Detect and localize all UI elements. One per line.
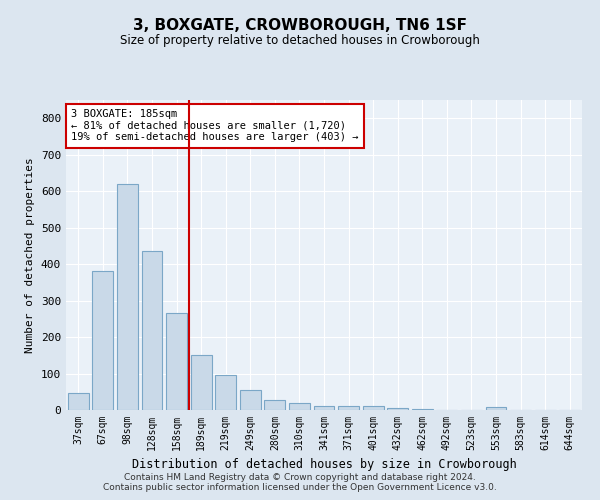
Bar — [240, 390, 261, 410]
Bar — [387, 408, 408, 410]
Bar — [485, 407, 506, 410]
Bar — [68, 393, 89, 410]
Bar — [289, 404, 310, 410]
Bar — [117, 184, 138, 410]
Text: 3 BOXGATE: 185sqm
← 81% of detached houses are smaller (1,720)
19% of semi-detac: 3 BOXGATE: 185sqm ← 81% of detached hous… — [71, 110, 359, 142]
Text: Size of property relative to detached houses in Crowborough: Size of property relative to detached ho… — [120, 34, 480, 47]
Bar — [166, 314, 187, 410]
Bar — [191, 354, 212, 410]
Bar — [338, 406, 359, 410]
Bar — [314, 406, 334, 410]
Bar — [265, 400, 286, 410]
Text: Contains HM Land Registry data © Crown copyright and database right 2024.
Contai: Contains HM Land Registry data © Crown c… — [103, 473, 497, 492]
X-axis label: Distribution of detached houses by size in Crowborough: Distribution of detached houses by size … — [131, 458, 517, 471]
Y-axis label: Number of detached properties: Number of detached properties — [25, 157, 35, 353]
Bar — [215, 376, 236, 410]
Text: 3, BOXGATE, CROWBOROUGH, TN6 1SF: 3, BOXGATE, CROWBOROUGH, TN6 1SF — [133, 18, 467, 32]
Bar — [92, 271, 113, 410]
Bar — [142, 252, 163, 410]
Bar — [362, 406, 383, 410]
